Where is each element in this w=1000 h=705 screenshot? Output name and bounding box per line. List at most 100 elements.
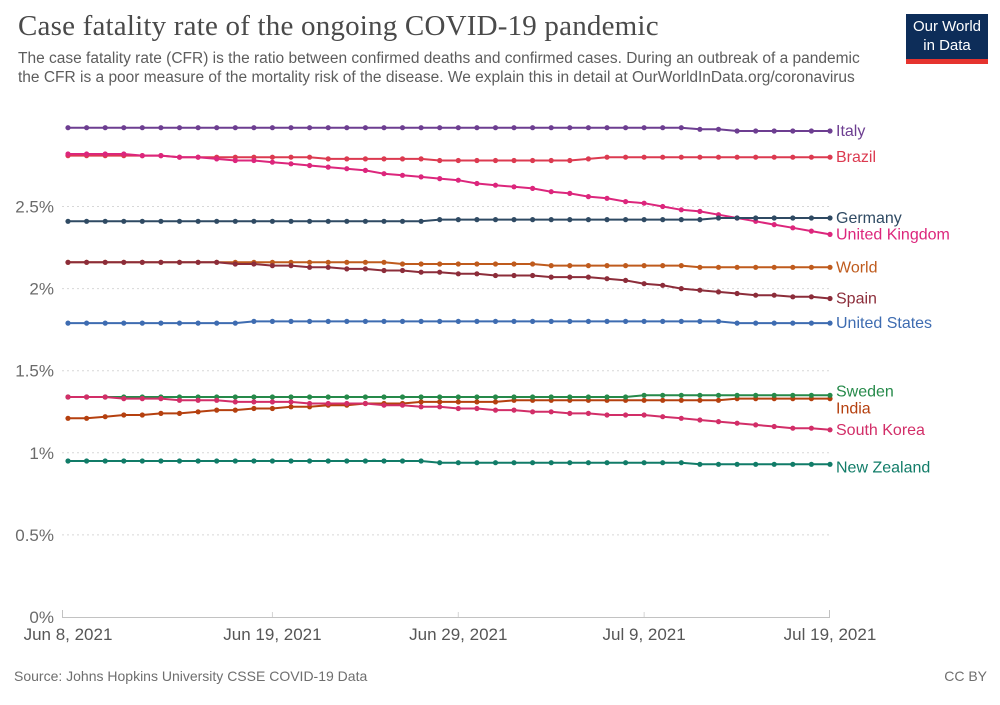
data-point-world — [623, 263, 629, 269]
data-point-world — [307, 259, 313, 265]
data-point-united-states — [734, 320, 740, 326]
data-point-sweden — [660, 392, 666, 398]
y-axis-tick-label: 2.5% — [15, 198, 54, 217]
data-point-united-kingdom — [437, 176, 443, 182]
series-label-south-korea[interactable]: South Korea — [836, 422, 925, 439]
data-point-world — [753, 264, 759, 270]
data-point-germany — [362, 218, 368, 224]
series-label-italy[interactable]: Italy — [836, 123, 865, 140]
subtitle-link[interactable]: OurWorldInData.org/coronavirus — [631, 69, 855, 87]
data-point-brazil — [418, 156, 424, 162]
data-point-germany — [381, 218, 387, 224]
data-point-spain — [808, 294, 815, 300]
series-line-india — [68, 397, 830, 420]
data-point-united-states — [530, 318, 536, 324]
series-label-new-zealand[interactable]: New Zealand — [836, 459, 930, 476]
data-point-united-states — [827, 320, 833, 326]
data-point-new-zealand — [697, 461, 703, 467]
data-point-brazil — [753, 154, 759, 160]
data-point-brazil — [548, 157, 554, 164]
data-point-spain — [623, 277, 629, 283]
series-label-sweden[interactable]: Sweden — [836, 383, 894, 400]
data-point-south-korea — [84, 394, 90, 400]
data-point-sweden — [232, 394, 238, 400]
data-point-italy — [269, 125, 275, 131]
data-point-united-states — [121, 320, 127, 326]
data-point-united-kingdom — [251, 157, 257, 164]
data-point-italy — [678, 125, 684, 131]
data-point-south-korea — [678, 415, 684, 421]
series-label-united-states[interactable]: United States — [836, 315, 932, 332]
data-point-united-states — [288, 318, 294, 324]
data-point-world — [455, 261, 461, 267]
data-point-world — [771, 264, 777, 270]
data-point-brazil — [604, 154, 610, 160]
data-point-south-korea — [288, 399, 294, 405]
data-point-germany — [344, 218, 350, 224]
data-point-sweden — [269, 394, 275, 400]
series-label-spain[interactable]: Spain — [836, 291, 877, 308]
series-label-germany[interactable]: Germany — [836, 210, 902, 227]
data-point-spain — [362, 266, 368, 272]
data-point-united-kingdom — [455, 177, 461, 183]
data-point-world — [437, 261, 443, 267]
data-point-south-korea — [734, 420, 740, 426]
data-point-italy — [288, 125, 294, 131]
data-point-germany — [697, 217, 703, 223]
license-link[interactable]: CC BY — [944, 668, 987, 684]
series-label-india[interactable]: India — [836, 401, 871, 418]
data-point-south-korea — [176, 397, 183, 403]
chart-subtitle-text: The case fatality rate (CFR) is the rati… — [18, 50, 860, 87]
series-label-brazil[interactable]: Brazil — [836, 149, 876, 166]
series-label-united-kingdom[interactable]: United Kingdom — [836, 226, 950, 243]
data-point-world — [418, 261, 424, 267]
data-point-germany — [307, 218, 313, 224]
data-point-united-kingdom — [585, 194, 592, 200]
series-label-world[interactable]: World — [836, 259, 878, 276]
data-point-germany — [399, 218, 406, 224]
series-line-south-korea — [68, 396, 831, 431]
data-point-india — [288, 404, 294, 410]
y-axis-tick-label: 0.5% — [15, 526, 54, 545]
data-point-new-zealand — [623, 460, 629, 466]
data-point-new-zealand — [678, 460, 684, 466]
data-point-germany — [623, 217, 629, 223]
data-point-united-states — [139, 320, 145, 326]
data-point-world — [697, 264, 703, 270]
owid-logo[interactable]: Our World in Data — [906, 14, 988, 64]
data-point-germany — [511, 217, 517, 223]
data-point-india — [84, 415, 90, 421]
data-point-new-zealand — [288, 458, 294, 464]
data-point-united-kingdom — [474, 180, 480, 187]
data-point-italy — [418, 125, 424, 131]
data-point-south-korea — [437, 404, 443, 410]
data-point-world — [474, 261, 480, 267]
data-point-india — [678, 397, 684, 403]
data-point-germany — [437, 217, 443, 223]
data-point-sweden — [641, 392, 647, 398]
data-point-spain — [102, 259, 108, 265]
data-point-united-states — [790, 320, 796, 326]
data-point-united-states — [715, 318, 722, 324]
data-point-world — [511, 261, 517, 267]
data-point-spain — [548, 274, 554, 280]
data-point-spain — [827, 295, 833, 302]
data-point-italy — [176, 125, 183, 131]
data-point-italy — [697, 126, 703, 132]
data-point-spain — [790, 294, 796, 300]
data-point-brazil — [492, 157, 499, 164]
data-point-sweden — [437, 394, 443, 400]
data-point-new-zealand — [232, 458, 238, 464]
data-point-united-states — [307, 318, 313, 324]
data-point-india — [251, 405, 257, 412]
data-point-germany — [790, 215, 796, 221]
data-point-spain — [567, 274, 573, 280]
data-point-new-zealand — [753, 461, 759, 467]
data-point-united-kingdom — [567, 190, 573, 196]
data-point-sweden — [604, 394, 610, 400]
series-line-new-zealand — [68, 460, 830, 466]
data-point-south-korea — [399, 402, 406, 408]
data-point-world — [325, 259, 331, 265]
